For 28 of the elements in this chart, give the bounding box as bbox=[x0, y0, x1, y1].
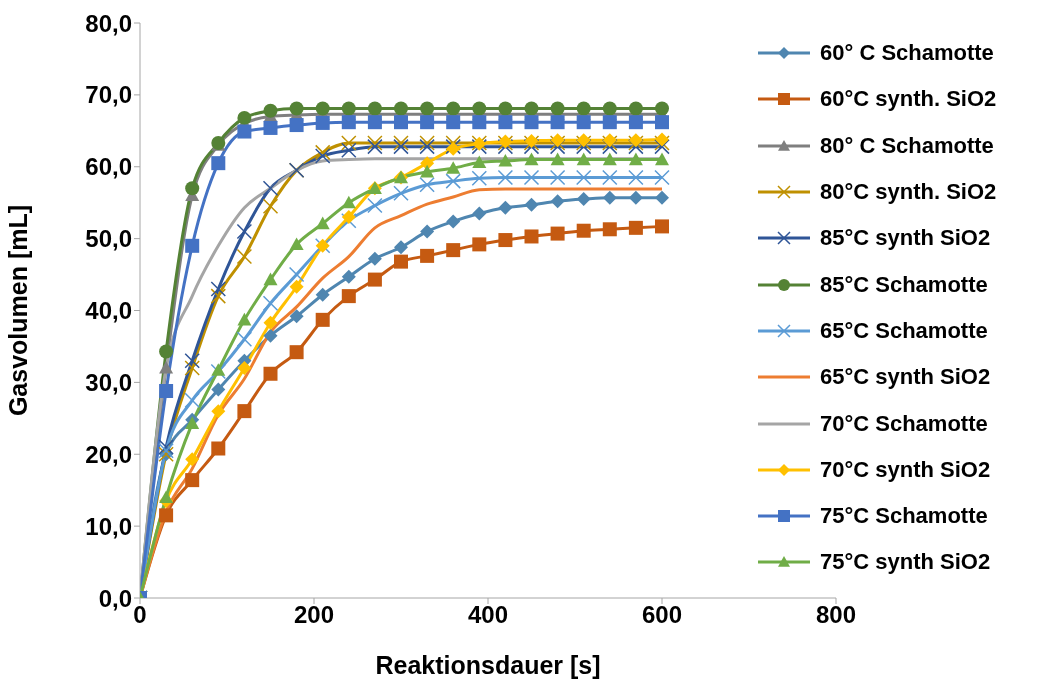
y-axis-title: Gasvolumen [mL] bbox=[3, 204, 32, 417]
legend-label: 85°C Schamotte bbox=[820, 271, 988, 298]
legend-label: 60° C Schamotte bbox=[820, 40, 994, 67]
legend-label: 80°C synth. SiO2 bbox=[820, 179, 997, 206]
x-tick-label: 800 bbox=[815, 601, 857, 629]
x-tick-label: 200 bbox=[293, 601, 335, 629]
x-tick-label: 0 bbox=[133, 601, 147, 629]
x-axis-title: Reaktionsdauer [s] bbox=[375, 651, 601, 679]
y-tick-label: 10,0 bbox=[85, 512, 132, 540]
legend-label: 75°C synth SiO2 bbox=[820, 549, 991, 576]
legend-label: 70°C synth SiO2 bbox=[820, 456, 991, 483]
y-tick-label: 60,0 bbox=[85, 153, 132, 181]
legend-label: 85°C synth SiO2 bbox=[820, 225, 991, 252]
legend-label: 70°C Schamotte bbox=[820, 410, 988, 437]
y-tick-label: 20,0 bbox=[85, 440, 132, 468]
y-tick-label: 30,0 bbox=[85, 368, 132, 396]
legend-label: 60°C synth. SiO2 bbox=[820, 86, 997, 113]
x-tick-label: 600 bbox=[641, 601, 683, 629]
y-tick-label: 40,0 bbox=[85, 297, 132, 325]
x-tick-label: 400 bbox=[467, 601, 509, 629]
legend-label: 75°C Schamotte bbox=[820, 503, 988, 530]
legend-label: 65°C Schamotte bbox=[820, 317, 988, 344]
y-tick-label: 50,0 bbox=[85, 225, 132, 253]
y-tick-label: 70,0 bbox=[85, 81, 132, 109]
legend-label: 65°C synth SiO2 bbox=[820, 364, 991, 391]
y-tick-label: 0,0 bbox=[98, 584, 132, 612]
y-tick-label: 80,0 bbox=[85, 9, 132, 37]
legend-label: 80° C Schamotte bbox=[820, 132, 994, 159]
